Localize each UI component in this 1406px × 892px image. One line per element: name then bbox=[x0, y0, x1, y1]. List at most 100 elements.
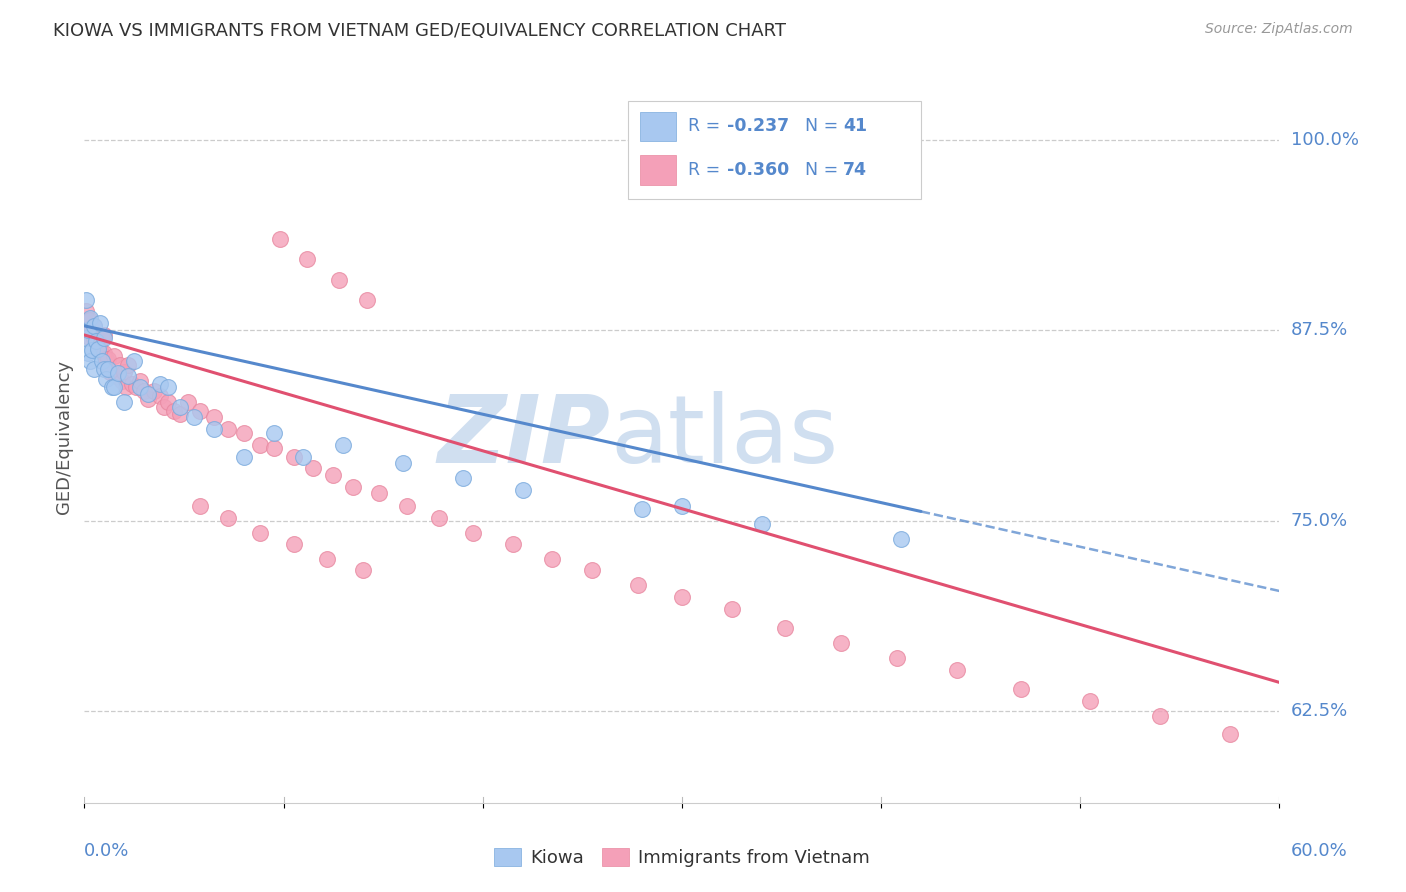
Point bbox=[775, 621, 797, 635]
Point bbox=[87, 342, 110, 356]
Point bbox=[202, 410, 225, 425]
Point bbox=[283, 537, 305, 551]
Text: 100.0%: 100.0% bbox=[1291, 131, 1358, 149]
Point bbox=[125, 380, 148, 394]
Point bbox=[163, 404, 186, 418]
Point bbox=[322, 468, 344, 483]
Point bbox=[263, 425, 285, 440]
Point bbox=[890, 532, 912, 546]
FancyBboxPatch shape bbox=[628, 101, 921, 200]
Point bbox=[79, 354, 101, 368]
Point bbox=[87, 334, 110, 348]
Point bbox=[1010, 681, 1032, 696]
Point bbox=[328, 273, 350, 287]
Point bbox=[89, 316, 111, 330]
Point bbox=[581, 563, 603, 577]
Point bbox=[93, 328, 115, 343]
Point bbox=[217, 422, 239, 436]
Point bbox=[149, 389, 172, 403]
Point bbox=[232, 450, 254, 464]
Point bbox=[98, 365, 121, 379]
FancyBboxPatch shape bbox=[640, 112, 676, 141]
Point bbox=[332, 438, 354, 452]
Text: 0.0%: 0.0% bbox=[84, 842, 129, 860]
Point bbox=[107, 366, 129, 380]
Point bbox=[302, 460, 325, 475]
Text: 87.5%: 87.5% bbox=[1291, 321, 1348, 340]
Text: 41: 41 bbox=[844, 117, 868, 136]
Point bbox=[91, 331, 114, 345]
Point bbox=[512, 483, 534, 498]
Point bbox=[153, 400, 176, 414]
Point bbox=[136, 387, 159, 401]
Text: 75.0%: 75.0% bbox=[1291, 512, 1348, 530]
Point bbox=[249, 526, 271, 541]
Text: N =: N = bbox=[806, 117, 844, 136]
Point bbox=[169, 400, 191, 414]
Point bbox=[269, 232, 291, 246]
Point bbox=[115, 380, 138, 394]
Point bbox=[75, 331, 97, 345]
Point bbox=[112, 395, 135, 409]
Point bbox=[96, 372, 118, 386]
Point bbox=[89, 343, 111, 358]
Point bbox=[117, 359, 139, 373]
Point bbox=[157, 380, 180, 394]
Point bbox=[93, 346, 115, 360]
Text: 74: 74 bbox=[844, 161, 868, 179]
Point bbox=[392, 456, 415, 470]
Point bbox=[297, 252, 319, 266]
Point bbox=[368, 486, 391, 500]
Point bbox=[121, 376, 143, 391]
Point bbox=[97, 352, 120, 367]
Point bbox=[232, 425, 254, 440]
Point bbox=[830, 636, 852, 650]
Point bbox=[77, 312, 100, 326]
Point bbox=[202, 422, 225, 436]
Point bbox=[86, 328, 108, 343]
Point bbox=[541, 552, 564, 566]
Point bbox=[143, 384, 166, 399]
Point bbox=[132, 384, 156, 399]
Point bbox=[720, 602, 742, 616]
Point bbox=[342, 480, 364, 494]
Point bbox=[461, 526, 484, 541]
Text: atlas: atlas bbox=[610, 391, 838, 483]
Text: KIOWA VS IMMIGRANTS FROM VIETNAM GED/EQUIVALENCY CORRELATION CHART: KIOWA VS IMMIGRANTS FROM VIETNAM GED/EQU… bbox=[53, 22, 786, 40]
Point bbox=[502, 537, 524, 551]
Point bbox=[97, 361, 120, 376]
Point bbox=[83, 361, 105, 376]
Point bbox=[79, 312, 101, 326]
Point bbox=[451, 471, 474, 485]
Point bbox=[1219, 727, 1241, 741]
Point bbox=[79, 311, 101, 326]
Point bbox=[82, 323, 104, 337]
Point bbox=[122, 354, 145, 368]
Point bbox=[75, 303, 97, 318]
Point bbox=[129, 380, 152, 394]
Point bbox=[946, 663, 969, 677]
Point bbox=[671, 590, 693, 604]
Point bbox=[83, 331, 105, 345]
Point bbox=[177, 395, 200, 409]
Point bbox=[82, 343, 104, 358]
Point bbox=[83, 318, 105, 333]
Point bbox=[316, 552, 339, 566]
Point bbox=[427, 511, 450, 525]
Text: 62.5%: 62.5% bbox=[1291, 702, 1348, 721]
Point bbox=[1149, 709, 1171, 723]
Point bbox=[149, 376, 172, 391]
Point bbox=[136, 392, 159, 406]
Text: ZIP: ZIP bbox=[437, 391, 610, 483]
Point bbox=[188, 499, 211, 513]
Text: R =: R = bbox=[688, 161, 725, 179]
Point bbox=[75, 293, 97, 307]
Point bbox=[249, 438, 271, 452]
Point bbox=[292, 450, 315, 464]
Legend: Kiowa, Immigrants from Vietnam: Kiowa, Immigrants from Vietnam bbox=[486, 840, 877, 874]
Text: R =: R = bbox=[688, 117, 725, 136]
Text: -0.360: -0.360 bbox=[727, 161, 790, 179]
Point bbox=[283, 450, 305, 464]
Text: 60.0%: 60.0% bbox=[1291, 842, 1347, 860]
Point bbox=[101, 380, 124, 394]
